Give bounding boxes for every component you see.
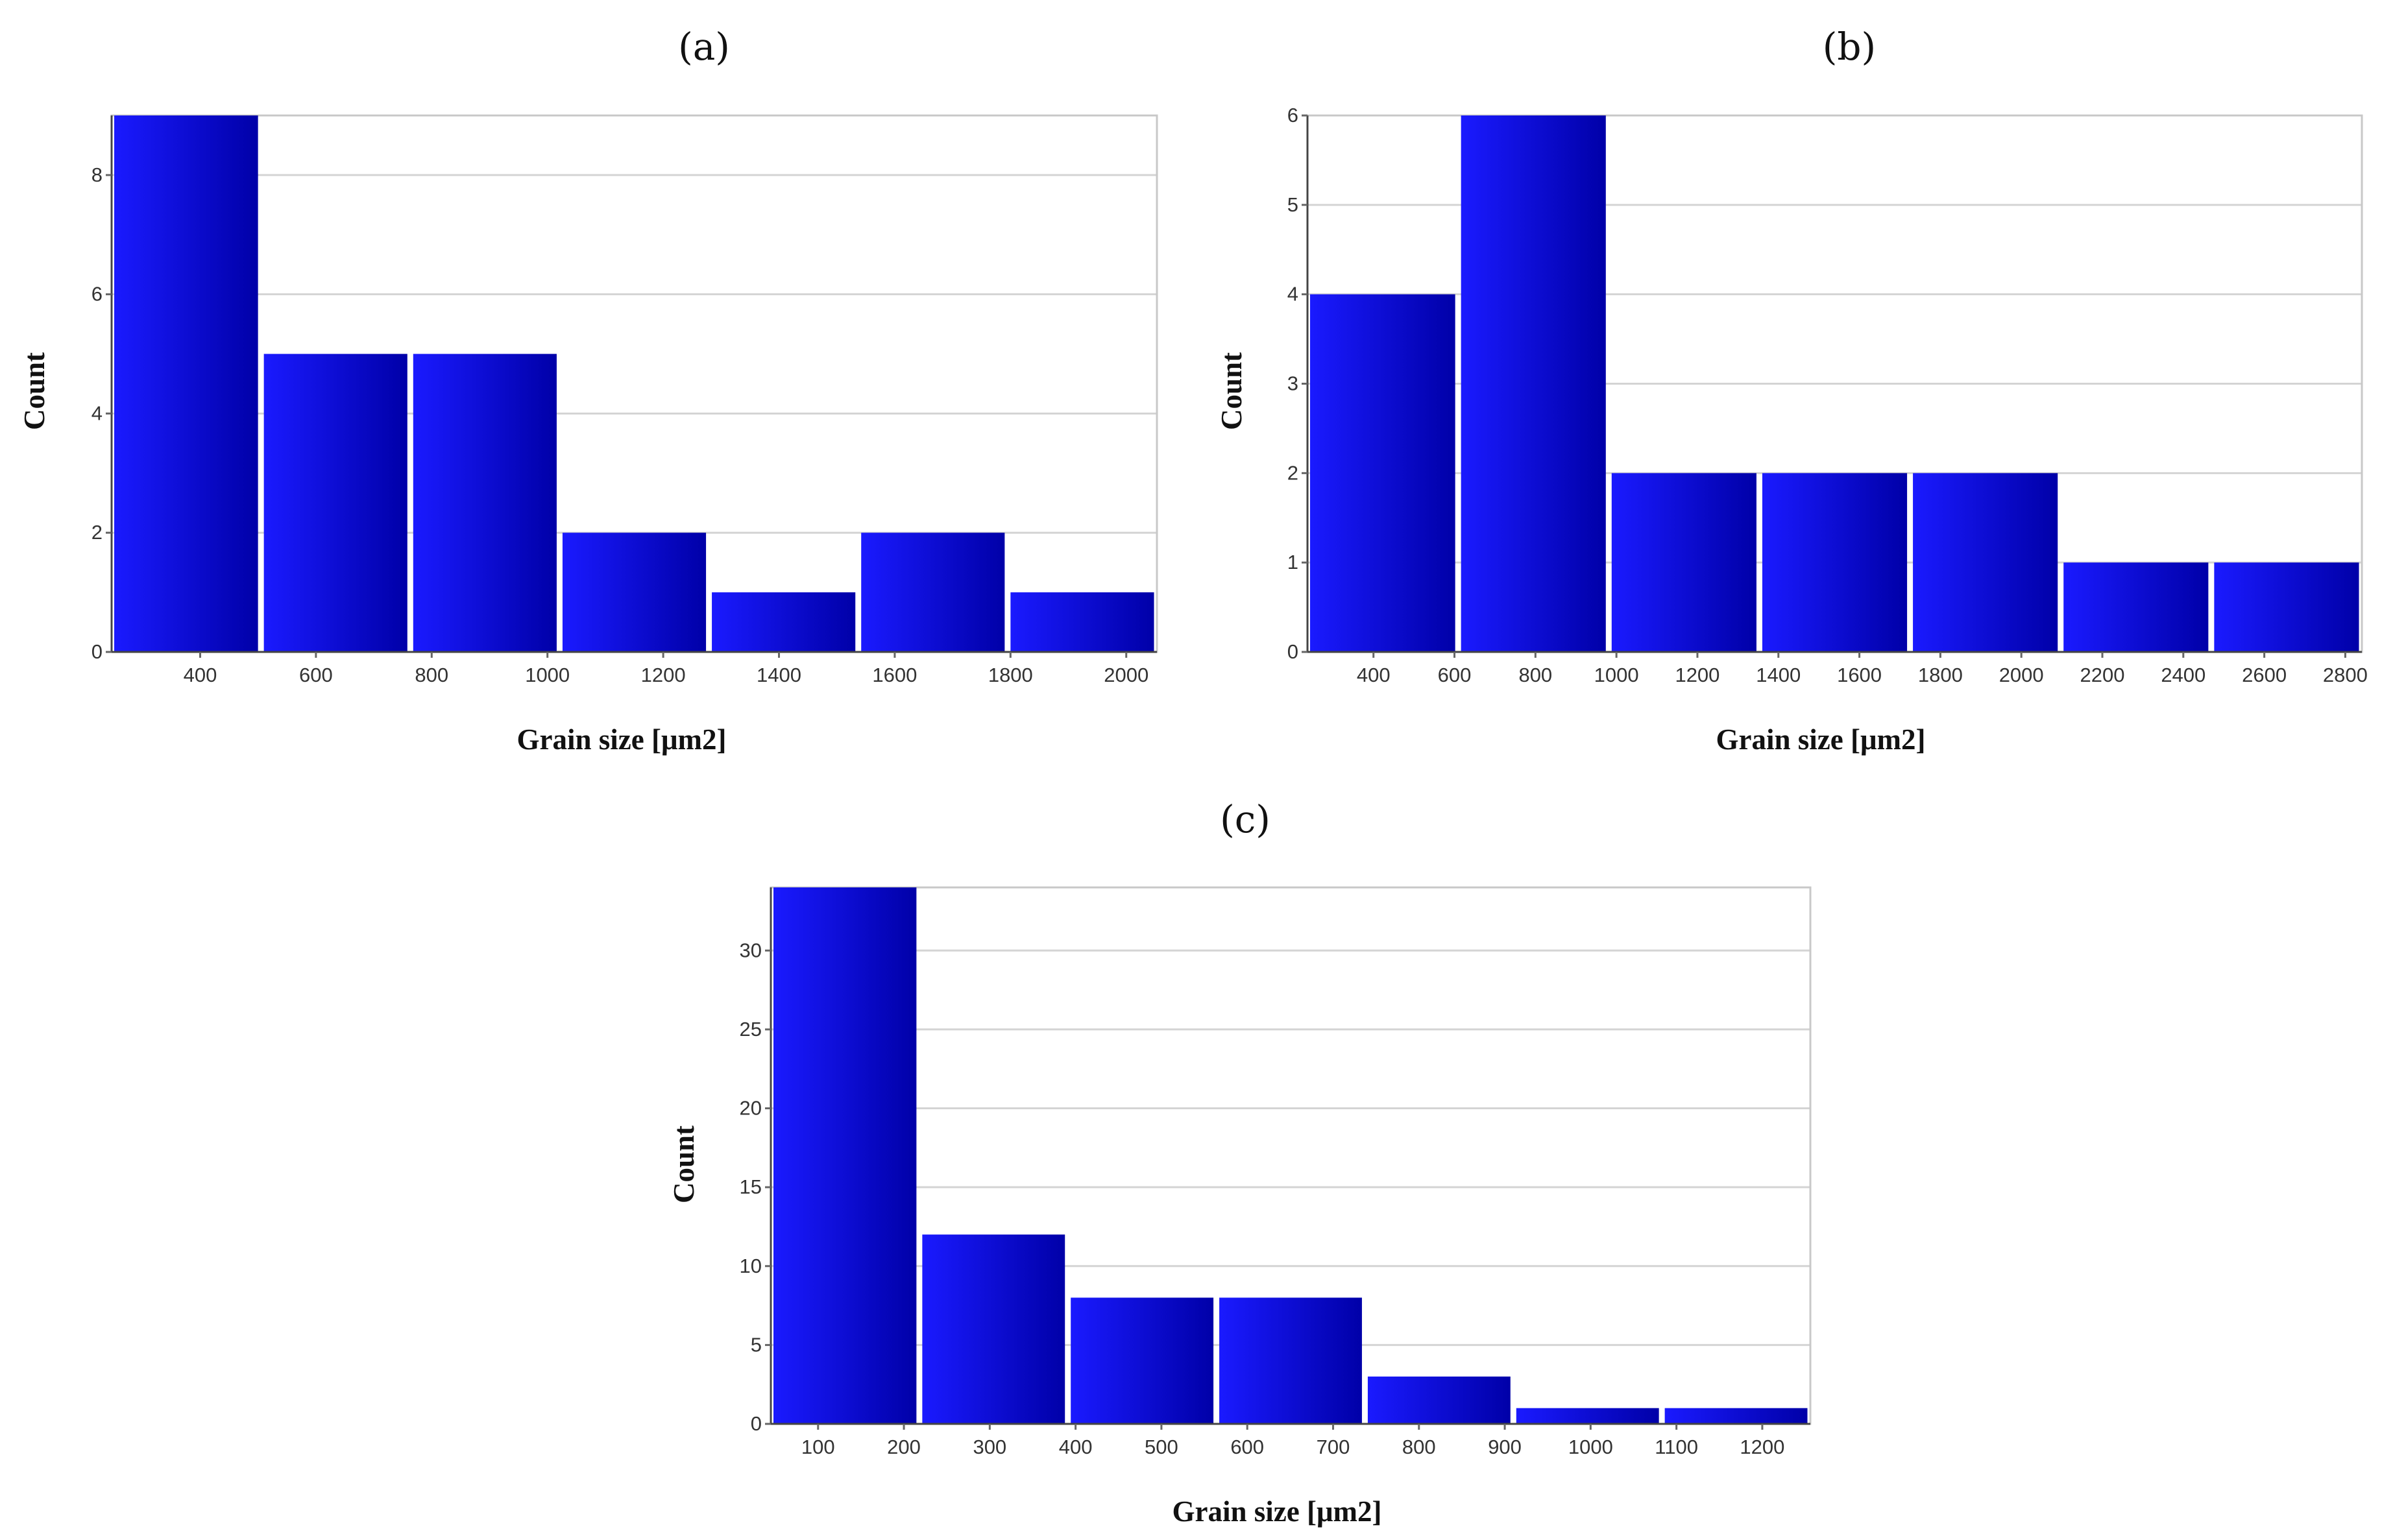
x-tick-label-10: 1100 xyxy=(1655,1436,1698,1458)
y-tick-label-1: 2 xyxy=(91,521,103,544)
y-tick-label-2: 2 xyxy=(1287,461,1298,484)
y-tick-label-3: 6 xyxy=(91,283,103,306)
x-tick-label-2: 800 xyxy=(415,664,448,686)
bar-6 xyxy=(1010,592,1154,652)
plot-area-c: 0 5 10 15 20 25 30 100 200 300 400 500 600 700 800 900 1… xyxy=(740,886,1812,1458)
x-tick-label-6: 700 xyxy=(1317,1436,1350,1458)
bar-0 xyxy=(114,115,258,652)
bar-1 xyxy=(1461,115,1606,652)
bar-6 xyxy=(2214,562,2359,652)
x-tick-label-0: 400 xyxy=(184,664,217,686)
x-tick-label-0: 400 xyxy=(1357,664,1391,686)
x-tick-label-10: 2400 xyxy=(2161,664,2206,686)
bar-4 xyxy=(712,592,856,652)
bar-4 xyxy=(1913,473,2058,652)
y-tick-label-5: 5 xyxy=(1287,193,1298,216)
bar-5 xyxy=(1516,1408,1659,1424)
y-tick-label-6: 30 xyxy=(740,939,762,961)
y-tick-label-0: 0 xyxy=(1287,640,1298,663)
y-tick-label-6: 6 xyxy=(1287,104,1298,126)
bar-2 xyxy=(413,354,557,652)
bar-6 xyxy=(1664,1408,1808,1424)
y-tick-label-3: 15 xyxy=(740,1175,762,1198)
x-tick-label-8: 2000 xyxy=(1999,664,2044,686)
y-axis-title-c: Count xyxy=(668,1125,700,1203)
x-tick-label-8: 2000 xyxy=(1104,664,1148,686)
bar-0 xyxy=(1310,294,1455,653)
x-tick-label-5: 1400 xyxy=(757,664,801,686)
x-tick-label-8: 900 xyxy=(1488,1436,1522,1458)
x-tick-label-11: 2600 xyxy=(2242,664,2287,686)
bar-1 xyxy=(263,354,407,652)
bar-4 xyxy=(1367,1377,1511,1424)
x-tick-label-7: 1800 xyxy=(988,664,1033,686)
x-tick-label-3: 400 xyxy=(1059,1436,1093,1458)
x-tick-label-2: 800 xyxy=(1518,664,1552,686)
bar-3 xyxy=(1762,473,1908,652)
x-tick-label-5: 600 xyxy=(1230,1436,1264,1458)
x-tick-label-9: 1000 xyxy=(1568,1436,1613,1458)
x-tick-label-1: 200 xyxy=(887,1436,921,1458)
histogram-b: (b) 0 1 2 3 4 5 6 400 600 800 1000 1200 1400 1600 1800… xyxy=(1215,25,2368,756)
y-axis-title-b: Count xyxy=(1215,352,1248,430)
x-tick-label-7: 1800 xyxy=(1918,664,1963,686)
x-tick-label-4: 1200 xyxy=(1675,664,1720,686)
panel-label-b: (b) xyxy=(1823,25,1876,69)
x-tick-label-2: 300 xyxy=(973,1436,1006,1458)
y-tick-label-1: 1 xyxy=(1287,551,1298,573)
x-tick-label-3: 1000 xyxy=(525,664,570,686)
x-tick-label-4: 500 xyxy=(1145,1436,1178,1458)
y-tick-label-4: 4 xyxy=(1287,283,1298,306)
y-axis-title-a: Count xyxy=(18,352,51,430)
x-tick-label-9: 2200 xyxy=(2080,664,2125,686)
bar-2 xyxy=(1611,473,1756,652)
bar-2 xyxy=(1071,1297,1214,1424)
x-tick-label-3: 1000 xyxy=(1594,664,1639,686)
plot-area-a: 0 2 4 6 8 400 600 800 1000 1200 1400 1600 1800 2000 xyxy=(91,114,1158,686)
y-tick-label-0: 0 xyxy=(91,640,103,663)
y-tick-label-3: 3 xyxy=(1287,372,1298,395)
panel-label-a: (a) xyxy=(678,25,730,69)
y-tick-label-4: 8 xyxy=(91,163,103,186)
y-tick-label-5: 25 xyxy=(740,1018,762,1041)
bar-5 xyxy=(2063,562,2209,652)
y-tick-label-1: 5 xyxy=(751,1333,762,1356)
histogram-a: (a) 0 2 4 6 8 400 600 800 1000 1200 1400 1600 1800 20… xyxy=(18,25,1158,756)
x-axis-title-b: Grain size [μm2] xyxy=(1716,723,1926,756)
x-axis-title-c: Grain size [μm2] xyxy=(1173,1495,1382,1528)
x-tick-label-6: 1600 xyxy=(872,664,917,686)
x-tick-label-4: 1200 xyxy=(641,664,686,686)
x-tick-label-0: 100 xyxy=(801,1436,835,1458)
plot-area-b: 0 1 2 3 4 5 6 400 600 800 1000 1200 1400 1600 1800 2000… xyxy=(1287,104,2368,686)
bar-3 xyxy=(562,533,707,652)
y-tick-label-2: 4 xyxy=(91,402,103,424)
bar-3 xyxy=(1219,1297,1362,1424)
x-tick-label-11: 1200 xyxy=(1740,1436,1784,1458)
x-tick-label-7: 800 xyxy=(1402,1436,1436,1458)
x-tick-label-12: 2800 xyxy=(2323,664,2368,686)
x-tick-label-6: 1600 xyxy=(1837,664,1882,686)
bar-0 xyxy=(773,887,917,1424)
y-tick-label-4: 20 xyxy=(740,1097,762,1120)
x-tick-label-1: 600 xyxy=(1438,664,1472,686)
y-tick-label-2: 10 xyxy=(740,1255,762,1277)
bar-1 xyxy=(922,1234,1065,1424)
histogram-c: (c) 0 5 10 15 20 25 30 100 200 300 400 500 600 700 800… xyxy=(668,797,1812,1528)
y-tick-label-0: 0 xyxy=(751,1412,762,1435)
x-tick-label-1: 600 xyxy=(299,664,333,686)
x-axis-title-a: Grain size [μm2] xyxy=(517,723,727,756)
bar-5 xyxy=(861,533,1005,652)
panel-label-c: (c) xyxy=(1220,797,1270,841)
x-tick-label-5: 1400 xyxy=(1756,664,1801,686)
